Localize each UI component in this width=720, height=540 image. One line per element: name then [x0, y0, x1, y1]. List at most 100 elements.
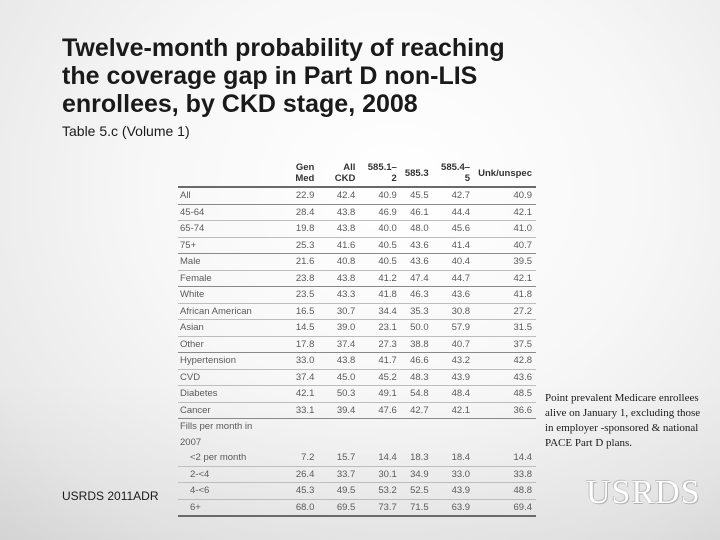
table-cell: 7.2 [273, 450, 319, 467]
table-row: 65-74 19.8 43.8 40.0 48.0 45.6 41.0 [178, 220, 536, 238]
column-header: 585.3 [400, 162, 433, 188]
row-label: Hypertension [178, 352, 274, 370]
table-cell: 17.8 [273, 336, 319, 353]
table-cell: 42.8 [474, 352, 536, 370]
table-cell: 69.5 [318, 499, 360, 517]
data-table-container: Gen Med All CKD 585.1–2 585.3 585.4–5 Un… [178, 162, 536, 517]
table-cell: 48.8 [474, 482, 536, 500]
table-cell: 39.5 [474, 253, 536, 271]
table-cell: 37.4 [273, 369, 319, 386]
table-cell: 52.5 [400, 482, 433, 500]
column-header: Gen Med [273, 162, 319, 188]
row-label: Diabetes [178, 385, 274, 403]
column-header [178, 162, 274, 188]
table-cell: 43.8 [318, 204, 360, 221]
table-cell: 33.7 [318, 466, 360, 483]
table-cell: 46.9 [359, 204, 401, 221]
table-cell: 48.5 [474, 385, 536, 403]
table-cell: 43.8 [318, 220, 360, 238]
table-cell: 43.6 [432, 286, 475, 304]
table-header-row: Gen Med All CKD 585.1–2 585.3 585.4–5 Un… [178, 162, 536, 188]
row-label: All [178, 187, 274, 205]
column-header: 585.4–5 [432, 162, 475, 188]
table-cell: 47.4 [400, 270, 433, 287]
table-cell: 40.4 [432, 253, 475, 271]
table-cell: 42.1 [432, 402, 475, 419]
table-cell: 45.5 [400, 187, 433, 205]
table-cell: 40.5 [359, 237, 401, 254]
table-cell: 45.0 [318, 369, 360, 386]
table-cell: 21.6 [273, 253, 319, 271]
column-header: Unk/unspec [474, 162, 536, 188]
table-cell: 23.5 [273, 286, 319, 304]
table-cell: 40.9 [474, 187, 536, 205]
slide-title: Twelve-month probability of reaching the… [62, 34, 505, 118]
table-cell: 41.2 [359, 270, 401, 287]
row-label: 75+ [178, 237, 274, 254]
table-cell: 48.3 [400, 369, 433, 386]
table-cell: 43.8 [318, 270, 360, 287]
slide-subtitle: Table 5.c (Volume 1) [62, 123, 190, 139]
table-cell: 31.5 [474, 319, 536, 337]
table-cell: 41.7 [359, 352, 401, 370]
table-cell: 40.0 [359, 220, 401, 238]
row-label: Fills per month in 2007 [180, 421, 253, 448]
table-cell [474, 419, 536, 451]
table-cell: 23.1 [359, 319, 401, 337]
table-row: All 22.9 42.4 40.9 45.5 42.7 40.9 [178, 187, 536, 205]
table-cell [401, 419, 433, 451]
table-cell: 38.8 [400, 336, 433, 353]
table-row: Asian 14.5 39.0 23.1 50.0 57.9 31.5 [178, 319, 536, 337]
table-cell: 42.7 [432, 187, 475, 205]
table-cell: 41.8 [474, 286, 536, 304]
table-cell: 73.7 [359, 499, 401, 517]
table-cell: 50.0 [400, 319, 433, 337]
table-cell: 54.8 [400, 385, 433, 403]
row-label: 2-<4 [178, 466, 274, 483]
table-row: Cancer 33.1 39.4 47.6 42.7 42.1 36.6 [178, 402, 536, 419]
table-row: Hypertension 33.0 43.8 41.7 46.6 43.2 42.8 [178, 352, 536, 370]
table-row: CVD 37.4 45.0 45.2 48.3 43.9 43.6 [178, 369, 536, 386]
table-cell: 40.9 [359, 187, 401, 205]
table-cell: 42.1 [474, 204, 536, 221]
table-cell: 19.8 [273, 220, 319, 238]
table-cell: 45.2 [359, 369, 401, 386]
table-cell: 50.3 [318, 385, 360, 403]
table-cell: 28.4 [273, 204, 319, 221]
table-cell: 30.7 [318, 303, 360, 320]
table-cell: 49.1 [359, 385, 401, 403]
table-row: Fills per month in 2007 [178, 419, 536, 451]
table-cell: 49.5 [318, 482, 360, 500]
table-cell: 30.1 [359, 466, 401, 483]
table-cell: 42.4 [318, 187, 360, 205]
table-cell: 26.4 [273, 466, 319, 483]
table-row: Female 23.8 43.8 41.2 47.4 44.7 42.1 [178, 270, 536, 287]
table-cell: 53.2 [359, 482, 401, 500]
row-label: African American [178, 303, 274, 320]
table-row: Male 21.6 40.8 40.5 43.6 40.4 39.5 [178, 253, 536, 271]
table-cell: 44.4 [432, 204, 475, 221]
usrds-logo: USRDS [586, 474, 701, 511]
table-cell: 45.6 [432, 220, 475, 238]
row-label: Female [178, 270, 274, 287]
table-row: 2-<4 26.4 33.7 30.1 34.9 33.0 33.8 [178, 466, 536, 483]
row-label: 4-<6 [178, 482, 274, 500]
table-cell: 25.3 [273, 237, 319, 254]
table-row: 45-64 28.4 43.8 46.9 46.1 44.4 42.1 [178, 204, 536, 221]
table-cell: 16.5 [273, 303, 319, 320]
table-cell [274, 419, 319, 451]
table-cell: 45.3 [273, 482, 319, 500]
row-label: Cancer [178, 402, 274, 419]
table-cell: 22.9 [273, 187, 319, 205]
table-cell: 43.8 [318, 352, 360, 370]
table-cell: 35.3 [400, 303, 433, 320]
table-cell: 42.1 [474, 270, 536, 287]
table-row: White 23.5 43.3 41.8 46.3 43.6 41.8 [178, 286, 536, 304]
row-label: <2 per month [178, 450, 274, 467]
table-cell: 41.6 [318, 237, 360, 254]
table-cell: 39.4 [318, 402, 360, 419]
table-cell: 40.7 [432, 336, 475, 353]
table-cell: 18.4 [432, 450, 475, 467]
footnote-text: Point prevalent Medicare enrollees alive… [545, 392, 701, 449]
table-cell: 48.0 [400, 220, 433, 238]
